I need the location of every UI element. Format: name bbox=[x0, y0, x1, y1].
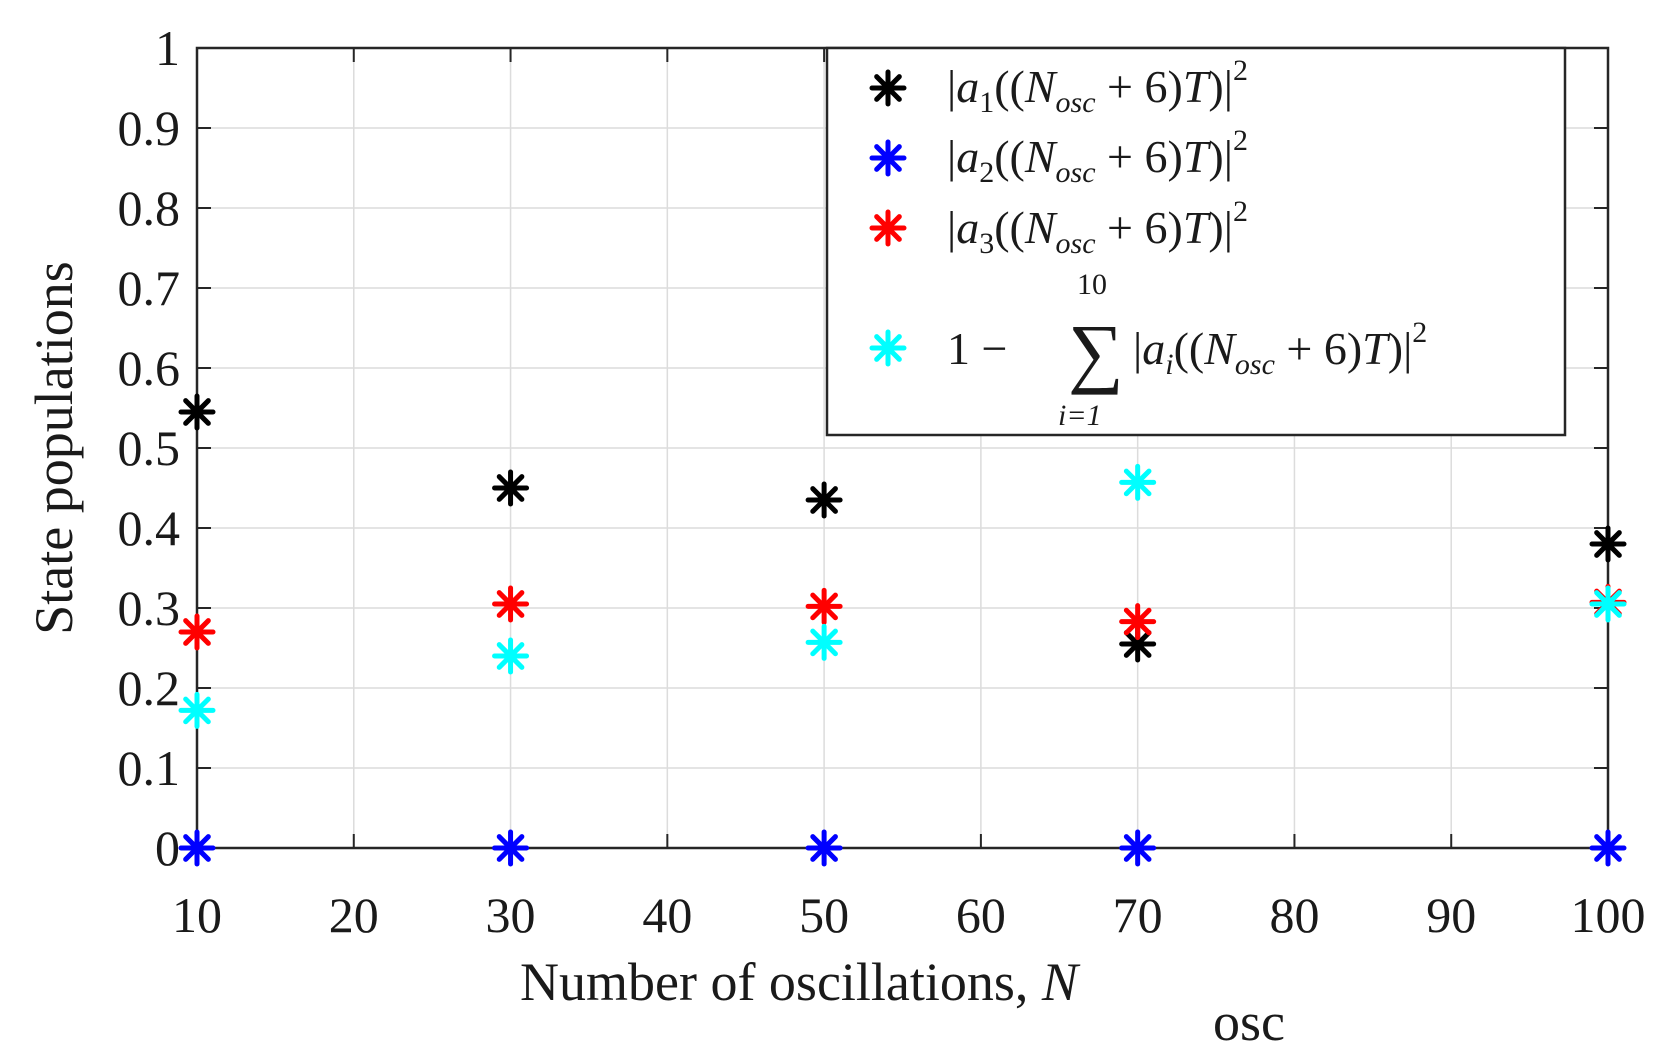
data-point-a1 bbox=[1589, 525, 1627, 563]
x-axis-title-var: N bbox=[1041, 952, 1081, 1012]
legend-label-a1: |a1((Nosc + 6)T)|2 bbox=[947, 54, 1248, 119]
data-point-a3 bbox=[805, 587, 843, 625]
y-tick-label: 0.9 bbox=[118, 100, 181, 156]
data-point-a2 bbox=[1119, 829, 1157, 867]
legend-marker-a2 bbox=[869, 139, 907, 177]
y-tick-label: 0.6 bbox=[118, 340, 181, 396]
legend-label-a3: |a3((Nosc + 6)T)|2 bbox=[947, 195, 1248, 260]
y-tick-label: 0.1 bbox=[118, 740, 181, 796]
x-tick-label: 30 bbox=[486, 887, 536, 943]
data-point-a2 bbox=[1589, 829, 1627, 867]
x-tick-label: 90 bbox=[1426, 887, 1476, 943]
legend: |a1((Nosc + 6)T)|2 |a2((Nosc + 6)T)|2 |a… bbox=[825, 46, 1567, 437]
data-point-rest bbox=[1589, 585, 1627, 623]
legend-sum-upper: 10 bbox=[1077, 268, 1107, 301]
legend-markers bbox=[869, 69, 907, 367]
data-point-a1 bbox=[1119, 625, 1157, 663]
y-tick-label: 0.8 bbox=[118, 180, 181, 236]
legend-sum-lower: i=1 bbox=[1058, 399, 1102, 432]
y-tick-label: 0.3 bbox=[118, 580, 181, 636]
x-tick-label: 70 bbox=[1113, 887, 1163, 943]
legend-label-rest-lead: 1 − bbox=[947, 323, 1007, 374]
legend-label-rest: |ai((Nosc + 6)T)|2 bbox=[1133, 316, 1427, 381]
x-tick-label: 100 bbox=[1571, 887, 1646, 943]
data-point-a3 bbox=[178, 613, 216, 651]
legend-box bbox=[825, 46, 1567, 437]
y-tick-label: 0.2 bbox=[118, 660, 181, 716]
data-point-a3 bbox=[1119, 603, 1157, 641]
legend-marker-rest bbox=[869, 329, 907, 367]
data-point-a3 bbox=[492, 585, 530, 623]
x-tick-label: 20 bbox=[329, 887, 379, 943]
data-point-a2 bbox=[492, 829, 530, 867]
data-point-rest bbox=[178, 691, 216, 729]
y-tick-label: 0.7 bbox=[118, 260, 181, 316]
x-tick-label: 10 bbox=[172, 887, 222, 943]
data-point-rest bbox=[805, 623, 843, 661]
x-tick-label: 80 bbox=[1269, 887, 1319, 943]
axis-ticks: 10 20 30 40 50 60 70 80 90 100 0 0.1 0.2 0.3 0.4 0.5 0.6… bbox=[118, 20, 1646, 943]
x-tick-label: 50 bbox=[799, 887, 849, 943]
y-axis-title: State populations bbox=[24, 261, 84, 634]
data-point-a2 bbox=[178, 829, 216, 867]
x-tick-label: 60 bbox=[956, 887, 1006, 943]
legend-marker-a1 bbox=[869, 69, 907, 107]
x-axis-title-subscript: osc bbox=[1213, 992, 1285, 1052]
data-point-a1 bbox=[178, 393, 216, 431]
y-tick-label: 1 bbox=[155, 20, 180, 76]
x-tick-label: 40 bbox=[642, 887, 692, 943]
legend-sum-symbol: ∑ bbox=[1068, 308, 1124, 395]
data-point-a2 bbox=[805, 829, 843, 867]
y-tick-label: 0 bbox=[155, 820, 180, 876]
legend-label-a2: |a2((Nosc + 6)T)|2 bbox=[947, 124, 1248, 189]
data-point-rest bbox=[492, 637, 530, 675]
data-point-a1 bbox=[492, 469, 530, 507]
data-point-rest bbox=[1119, 463, 1157, 501]
data-point-a1 bbox=[805, 481, 843, 519]
data-markers bbox=[178, 393, 1627, 867]
y-tick-label: 0.4 bbox=[118, 500, 181, 556]
x-axis-title-text: Number of oscillations, bbox=[520, 952, 1042, 1012]
y-tick-label: 0.5 bbox=[118, 420, 181, 476]
legend-marker-a3 bbox=[869, 209, 907, 247]
x-axis-title: Number of oscillations, N bbox=[520, 952, 1081, 1012]
